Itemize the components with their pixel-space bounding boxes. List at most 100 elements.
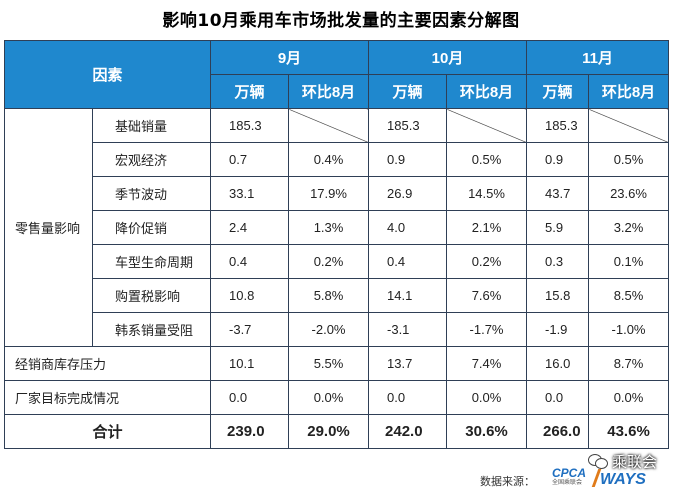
value-cell: 33.1 (210, 176, 290, 211)
total-row: 合计 239.0 29.0% 242.0 30.6% 266.0 43.6% (3, 414, 670, 449)
percent-cell: 0.5% (446, 142, 528, 177)
factor-name: 宏观经济 (91, 142, 212, 177)
table-row: 购置税影响 10.8 5.8% 14.1 7.6% 15.8 8.5% (5, 278, 670, 313)
value-cell: 15.8 (526, 278, 590, 313)
ways-logo: WAYS (600, 471, 646, 488)
mom-header: 环比8月 (588, 74, 670, 109)
value-cell: 26.9 (368, 176, 448, 211)
percent-cell: 0.2% (288, 244, 370, 279)
total-percent: 29.0% (288, 414, 370, 449)
percent-cell: 0.4% (288, 142, 370, 177)
total-label: 合计 (3, 414, 212, 449)
value-cell: -1.9 (526, 312, 590, 347)
retail-group-label: 零售量影响 (4, 108, 93, 347)
value-cell: 0.9 (368, 142, 448, 177)
percent-cell: -1.0% (588, 312, 670, 347)
total-value: 266.0 (526, 414, 590, 449)
percent-cell: 0.0% (446, 380, 528, 415)
percent-cell: 8.7% (588, 346, 670, 381)
percent-cell: 7.4% (446, 346, 528, 381)
value-cell: -3.1 (368, 312, 448, 347)
mom-header: 环比8月 (446, 74, 528, 109)
factor-table: 因素 9月 10月 11月 万辆 环比8月 万辆 环比8月 万辆 环比8月 零售… (3, 40, 670, 449)
wechat-watermark: 乘联会 (584, 448, 663, 474)
value-cell: 10.1 (210, 346, 290, 381)
percent-cell: 0.0% (588, 380, 670, 415)
percent-cell: 0.5% (588, 142, 670, 177)
value-cell: 0.3 (526, 244, 590, 279)
unit-header: 万辆 (526, 74, 590, 109)
value-cell: 43.7 (526, 176, 590, 211)
table-row: 厂家目标完成情况 0.0 0.0% 0.0 0.0% 0.0 0.0% (3, 380, 670, 415)
percent-cell: 17.9% (288, 176, 370, 211)
factor-name: 季节波动 (91, 176, 212, 211)
value-cell: 14.1 (368, 278, 448, 313)
total-value: 242.0 (368, 414, 448, 449)
value-cell: 0.4 (368, 244, 448, 279)
total-percent: 43.6% (588, 414, 670, 449)
table-row: 经销商库存压力 10.1 5.5% 13.7 7.4% 16.0 8.7% (3, 346, 670, 381)
factor-name: 韩系销量受阻 (91, 312, 212, 347)
value-cell: 0.4 (210, 244, 290, 279)
table-row: 车型生命周期 0.4 0.2% 0.4 0.2% 0.3 0.1% (5, 244, 670, 279)
empty-diagonal-cell (446, 108, 528, 143)
empty-diagonal-cell (588, 108, 670, 143)
percent-cell: -1.7% (446, 312, 528, 347)
month-header: 11月 (526, 40, 670, 75)
percent-cell: 7.6% (446, 278, 528, 313)
total-percent: 30.6% (446, 414, 528, 449)
percent-cell: 1.3% (288, 210, 370, 245)
percent-cell: 5.5% (288, 346, 370, 381)
wechat-icon (588, 452, 608, 470)
unit-header: 万辆 (368, 74, 448, 109)
percent-cell: 23.6% (588, 176, 670, 211)
unit-header: 万辆 (210, 74, 290, 109)
value-cell: 185.3 (210, 108, 290, 143)
table-row: 零售量影响 基础销量 185.3 185.3 185.3 (4, 108, 670, 347)
factor-name: 厂家目标完成情况 (3, 380, 212, 415)
value-cell: 0.0 (210, 380, 290, 415)
value-cell: 4.0 (368, 210, 448, 245)
table-row: 降价促销 2.4 1.3% 4.0 2.1% 5.9 3.2% (5, 210, 670, 245)
value-cell: 0.7 (210, 142, 290, 177)
factor-header: 因素 (3, 40, 212, 109)
value-cell: 0.0 (526, 380, 590, 415)
cpca-logo-text: CPCA (552, 466, 587, 480)
percent-cell: 2.1% (446, 210, 528, 245)
value-cell: 13.7 (368, 346, 448, 381)
percent-cell: 0.1% (588, 244, 670, 279)
month-header: 10月 (368, 40, 528, 75)
percent-cell: 14.5% (446, 176, 528, 211)
cpca-logo-subtext: 全国乘联会 (552, 480, 583, 486)
data-source-label: 数据来源： (480, 475, 535, 488)
value-cell: 185.3 (526, 108, 590, 143)
percent-cell: 3.2% (588, 210, 670, 245)
value-cell: -3.7 (210, 312, 290, 347)
value-cell: 5.9 (526, 210, 590, 245)
value-cell: 0.9 (526, 142, 590, 177)
table-row: 宏观经济 0.7 0.4% 0.9 0.5% 0.9 0.5% (5, 142, 670, 177)
table-row: 季节波动 33.1 17.9% 26.9 14.5% 43.7 23.6% (5, 176, 670, 211)
value-cell: 2.4 (210, 210, 290, 245)
total-value: 239.0 (210, 414, 290, 449)
percent-cell: 5.8% (288, 278, 370, 313)
percent-cell: -2.0% (288, 312, 370, 347)
factor-name: 购置税影响 (91, 278, 212, 313)
month-header: 9月 (210, 40, 370, 75)
empty-diagonal-cell (288, 108, 370, 143)
wechat-account-name: 乘联会 (612, 452, 658, 471)
mom-header: 环比8月 (288, 74, 370, 109)
cpca-logo: CPCA 全国乘联会 (552, 467, 594, 489)
factor-name: 经销商库存压力 (3, 346, 212, 381)
value-cell: 16.0 (526, 346, 590, 381)
percent-cell: 0.0% (288, 380, 370, 415)
factor-name: 降价促销 (91, 210, 212, 245)
percent-cell: 8.5% (588, 278, 670, 313)
percent-cell: 0.2% (446, 244, 528, 279)
value-cell: 0.0 (368, 380, 448, 415)
factor-name: 基础销量 (91, 108, 212, 143)
page-title: 影响10月乘用车市场批发量的主要因素分解图 (162, 11, 520, 31)
value-cell: 10.8 (210, 278, 290, 313)
value-cell: 185.3 (368, 108, 448, 143)
factor-name: 车型生命周期 (91, 244, 212, 279)
